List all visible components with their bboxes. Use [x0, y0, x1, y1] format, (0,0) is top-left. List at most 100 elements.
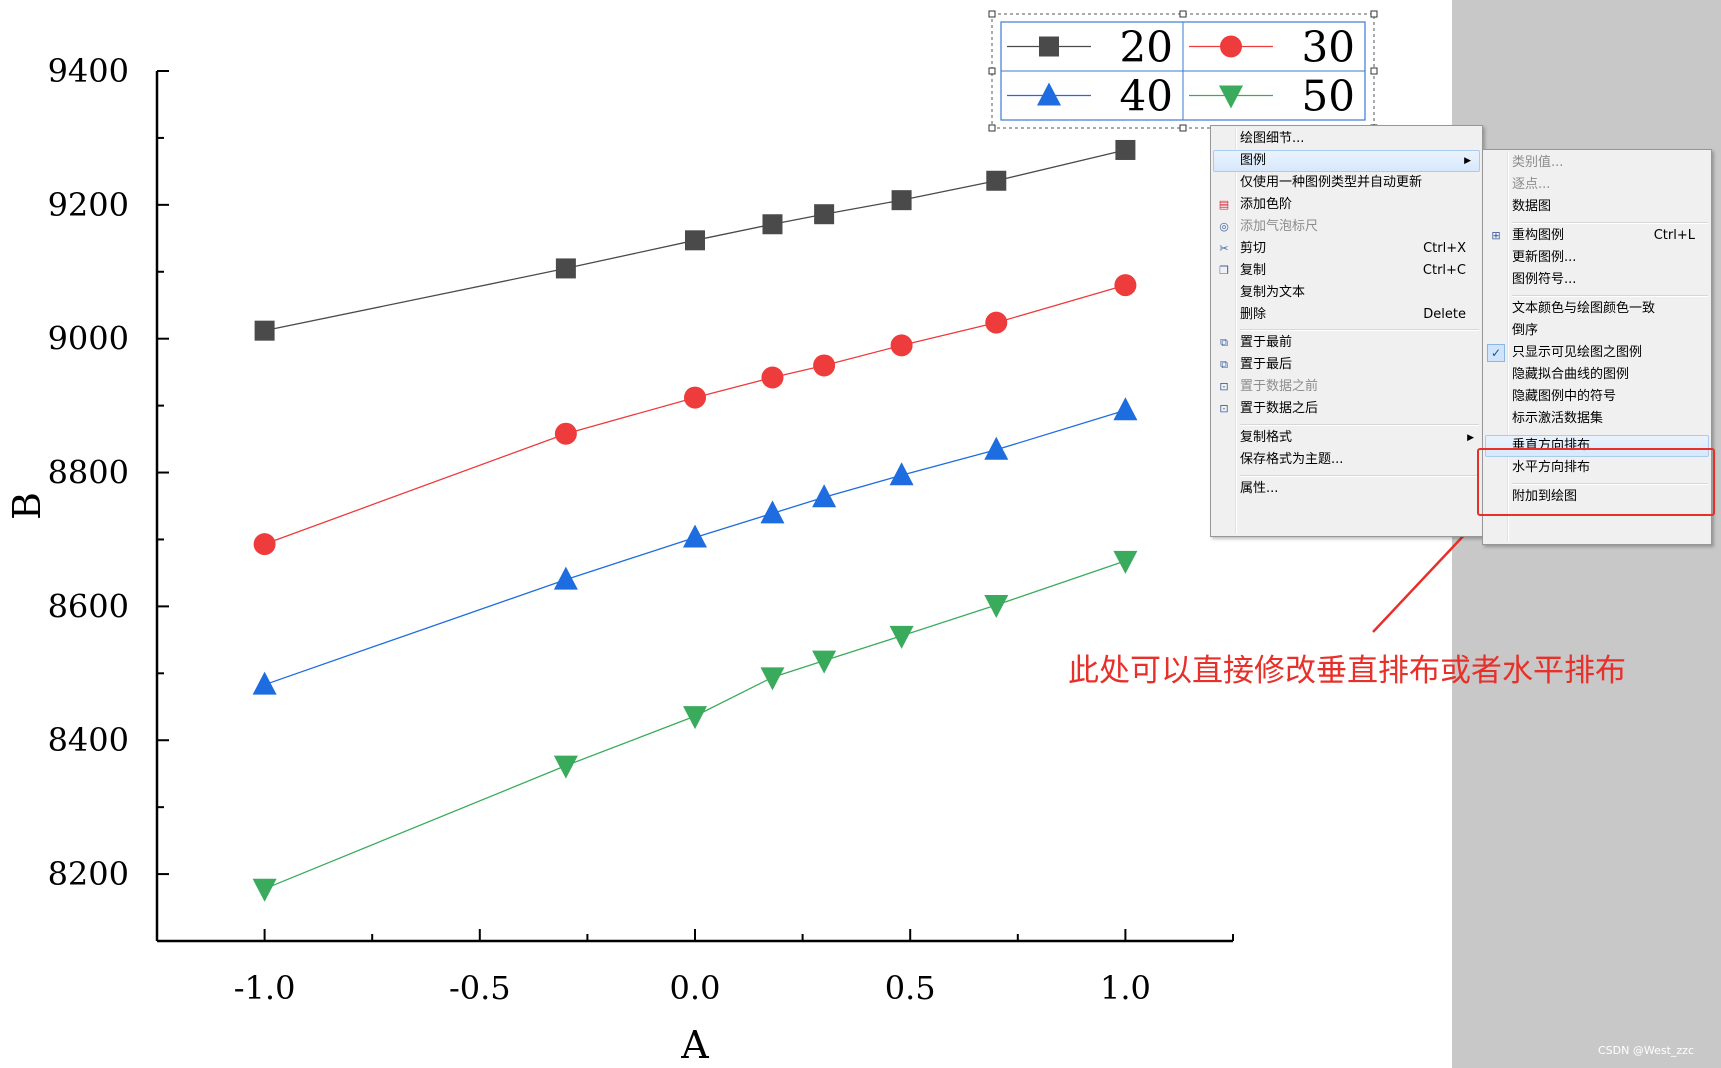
menu-item[interactable]: 删除 Delete	[1211, 304, 1482, 326]
menu-item[interactable]: ✓ 只显示可见绘图之图例	[1483, 342, 1711, 364]
send-back-icon: ⧉	[1220, 358, 1228, 371]
menu-item[interactable]: 保存格式为主题...	[1211, 449, 1482, 471]
data-point-40	[812, 484, 837, 508]
menu-item-label: 删除	[1240, 307, 1267, 322]
menu-item-label: 附加到绘图	[1512, 489, 1578, 504]
data-point-20	[762, 214, 783, 235]
menu-item-label: 图例符号...	[1512, 272, 1577, 287]
menu-item[interactable]: 类别值...	[1483, 152, 1711, 174]
menu-item-label: 倒序	[1512, 323, 1539, 338]
menu-item[interactable]: 绘图细节...	[1211, 128, 1482, 150]
data-point-50	[984, 595, 1009, 619]
menu-item[interactable]: 标示激活数据集	[1483, 408, 1711, 430]
menu-item[interactable]: 复制格式 ▶	[1211, 427, 1482, 449]
menu-item[interactable]: 数据图	[1483, 196, 1711, 218]
menu-item[interactable]: ❐ 复制 Ctrl+C	[1211, 260, 1482, 282]
menu-item-label: 置于数据之后	[1240, 401, 1319, 416]
context-menu: 绘图细节... 图例 ▶ 仅使用一种图例类型并自动更新 ▤ 添加色阶 ◎ 添加气泡标尺 ✂ 剪切 C…	[1210, 125, 1483, 537]
data-point-50	[760, 667, 785, 691]
menu-item-label: 隐藏拟合曲线的图例	[1512, 367, 1630, 382]
menu-item[interactable]: ▤ 添加色阶	[1211, 194, 1482, 216]
menu-item[interactable]: 图例 ▶	[1213, 150, 1480, 172]
menu-item-shortcut: Delete	[1423, 307, 1466, 322]
menu-item[interactable]: 水平方向排布	[1483, 457, 1711, 479]
rebuild-legend-icon: ⊞	[1491, 229, 1501, 242]
menu-item[interactable]: 属性...	[1211, 478, 1482, 500]
menu-item-label: 水平方向排布	[1512, 460, 1591, 475]
highlight-box	[1477, 448, 1715, 516]
data-point-30	[253, 533, 276, 556]
legend-label-20: 20	[1120, 23, 1173, 72]
menu-item[interactable]: 更新图例...	[1483, 247, 1711, 269]
legend-symbol-20	[1039, 36, 1059, 57]
menu-item-label: 置于数据之前	[1240, 379, 1319, 394]
menu-item[interactable]: 图例符号...	[1483, 269, 1711, 291]
menu-item[interactable]: 倒序	[1483, 320, 1711, 342]
menu-item[interactable]: ◎ 添加气泡标尺	[1211, 216, 1482, 238]
menu-item[interactable]: ⊡ 置于数据之后	[1211, 398, 1482, 420]
series-line-40	[264, 409, 1126, 686]
menu-item-label: 重构图例	[1512, 228, 1565, 243]
menu-item-label: 添加气泡标尺	[1240, 219, 1319, 234]
legend-handle	[988, 10, 996, 18]
legend-symbol-40	[1037, 82, 1061, 106]
data-point-30	[813, 354, 836, 377]
menu-item-label: 只显示可见绘图之图例	[1512, 345, 1643, 360]
y-tick-label: 9400	[48, 52, 129, 90]
menu-item-label: 逐点...	[1512, 177, 1551, 192]
watermark: CSDN @West_zzc	[1598, 1044, 1694, 1057]
data-point-30	[684, 386, 706, 409]
menu-item[interactable]: 复制为文本	[1211, 282, 1482, 304]
data-point-20	[1115, 139, 1136, 160]
menu-item[interactable]: 附加到绘图	[1483, 486, 1711, 508]
menu-separator	[1240, 475, 1479, 477]
chart-legend[interactable]: 20 30 40 50	[988, 10, 1378, 132]
menu-item-label: 剪切	[1240, 241, 1267, 256]
copy-icon: ❐	[1219, 264, 1229, 277]
menu-item[interactable]: 隐藏拟合曲线的图例	[1483, 364, 1711, 386]
chart-series	[252, 139, 1138, 902]
menu-item[interactable]: 隐藏图例中的符号	[1483, 386, 1711, 408]
x-tick-label: 0.0	[670, 969, 721, 1007]
y-tick-label: 8800	[48, 454, 129, 492]
data-point-20	[555, 258, 576, 279]
cut-icon: ✂	[1219, 242, 1229, 255]
menu-item[interactable]: ⧉ 置于最后	[1211, 354, 1482, 376]
menu-item[interactable]: ⧉ 置于最前	[1211, 332, 1482, 354]
data-point-50	[252, 878, 277, 902]
before-data-icon: ⊡	[1219, 380, 1229, 393]
menu-item[interactable]: 文本颜色与绘图颜色一致	[1483, 298, 1711, 320]
menu-item[interactable]: ✂ 剪切 Ctrl+X	[1211, 238, 1482, 260]
data-point-20	[891, 190, 912, 211]
legend-handle	[1370, 10, 1378, 18]
menu-item[interactable]: 逐点...	[1483, 174, 1711, 196]
data-point-30	[554, 422, 577, 445]
annotation-text: 此处可以直接修改垂直排布或者水平排布	[1068, 653, 1626, 689]
data-point-40	[553, 566, 578, 590]
x-tick-label: -1.0	[234, 969, 296, 1007]
menu-item-label: 绘图细节...	[1240, 131, 1305, 146]
y-tick-label: 9000	[48, 320, 129, 358]
menu-item-label: 属性...	[1240, 481, 1279, 496]
menu-item-label: 置于最后	[1240, 357, 1293, 372]
legend-symbol-30	[1220, 35, 1242, 58]
y-tick-label: 8200	[48, 855, 129, 893]
x-tick-label: -0.5	[449, 969, 511, 1007]
menu-item[interactable]: ⊞ 重构图例 Ctrl+L	[1483, 225, 1711, 247]
data-point-20	[986, 170, 1007, 191]
x-tick-label: 1.0	[1100, 969, 1151, 1007]
menu-item[interactable]: ⊡ 置于数据之前	[1211, 376, 1482, 398]
menu-separator	[1240, 329, 1479, 331]
legend-handle	[988, 124, 996, 132]
data-point-20	[814, 204, 835, 225]
menu-item-label: 复制格式	[1240, 430, 1293, 445]
bubble-scale-icon: ◎	[1219, 220, 1229, 233]
menu-item-label: 隐藏图例中的符号	[1512, 389, 1617, 404]
series-line-30	[264, 284, 1126, 545]
menu-item[interactable]: 仅使用一种图例类型并自动更新	[1211, 172, 1482, 194]
chart-axes: 8200 8400 8600 8800 9000 9200 9400 -1.0 -0.5 0.0 0…	[5, 52, 1234, 1067]
menu-separator	[1240, 424, 1479, 426]
menu-item-label: 更新图例...	[1512, 250, 1577, 265]
data-point-40	[984, 436, 1009, 460]
